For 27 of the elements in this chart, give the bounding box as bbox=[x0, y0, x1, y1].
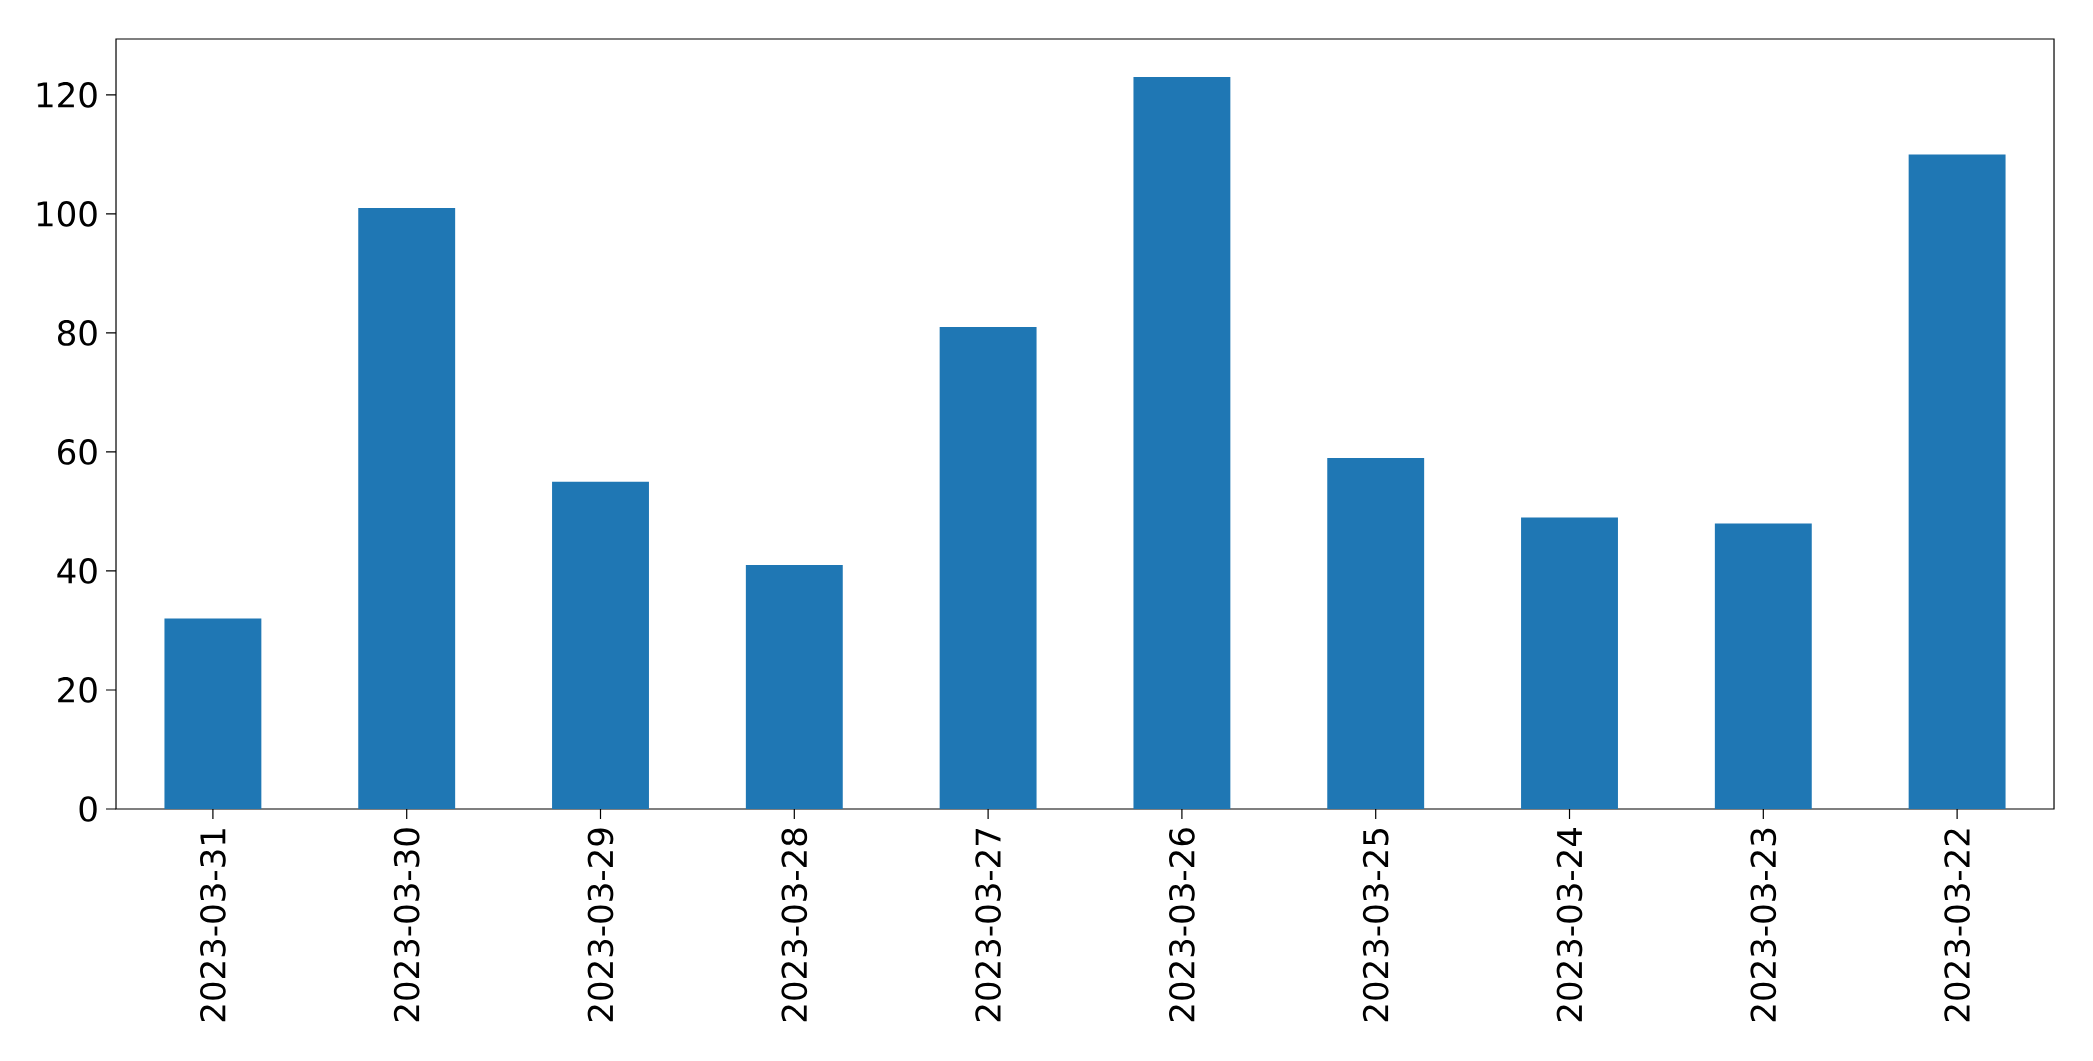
y-tick-label: 100 bbox=[37, 201, 97, 227]
bar bbox=[164, 618, 262, 809]
y-tick-label: 0 bbox=[79, 796, 97, 822]
bar bbox=[1521, 517, 1618, 809]
y-tick-label: 20 bbox=[58, 677, 97, 703]
x-tick-label: 2023-03-28 bbox=[781, 828, 808, 1022]
x-tick-label: 2023-03-31 bbox=[200, 829, 226, 1022]
x-tick-label: 2023-03-29 bbox=[587, 828, 614, 1022]
x-tick-label: 2023-03-27 bbox=[975, 829, 1001, 1022]
x-tick-label: 2023-03-22 bbox=[1944, 829, 1970, 1022]
y-tick-label: 80 bbox=[58, 320, 97, 346]
y-tick-label: 40 bbox=[57, 558, 97, 584]
x-tick-label: 2023-03-24 bbox=[1556, 828, 1583, 1022]
bar bbox=[1327, 457, 1425, 809]
bar bbox=[358, 208, 456, 809]
bar bbox=[1133, 77, 1231, 809]
y-tick-label: 120 bbox=[37, 82, 97, 108]
x-tick-label: 2023-03-30 bbox=[393, 828, 420, 1022]
x-tick-label: 2023-03-25 bbox=[1362, 829, 1389, 1022]
x-tick-label: 2023-03-26 bbox=[1169, 828, 1195, 1022]
bar bbox=[1908, 154, 2006, 809]
bar bbox=[939, 327, 1037, 809]
bar bbox=[1714, 523, 1812, 809]
bar bbox=[745, 565, 843, 809]
y-tick-label: 60 bbox=[58, 439, 97, 465]
bar bbox=[552, 481, 649, 809]
x-tick-label: 2023-03-23 bbox=[1750, 828, 1777, 1022]
